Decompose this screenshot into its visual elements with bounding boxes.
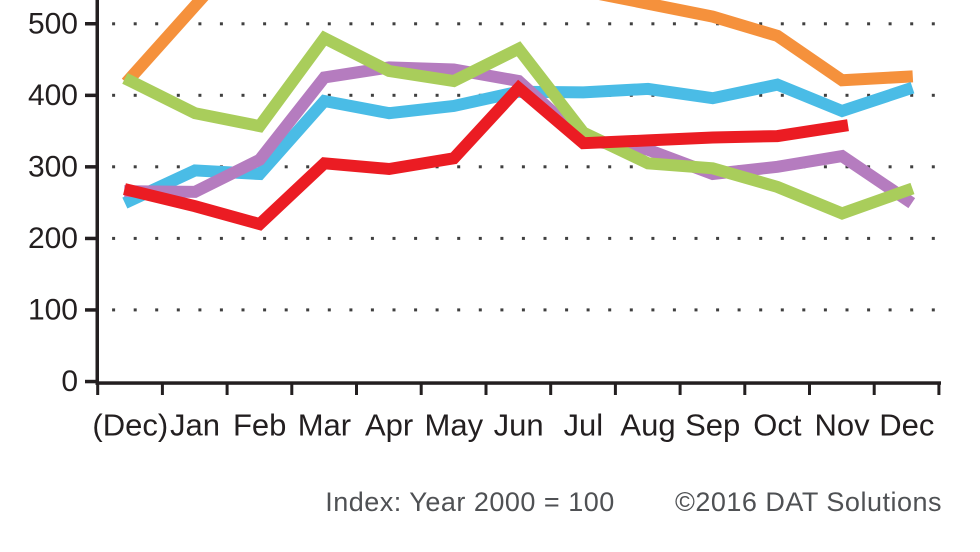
- x-tick: [872, 383, 876, 395]
- y-tick: [85, 22, 97, 26]
- x-tick: [225, 383, 229, 395]
- x-tick: [419, 383, 423, 395]
- x-tick-label: Jul: [563, 408, 603, 443]
- series-orange-line: [121, 0, 914, 87]
- x-tick-label: Apr: [365, 408, 413, 443]
- x-tick: [160, 383, 164, 395]
- y-tick-label: 0: [61, 365, 78, 398]
- y-tick: [85, 165, 97, 169]
- x-tick: [290, 383, 294, 395]
- x-axis: (Dec) Jan Feb Mar Apr May Jun Jul Aug Sep Oct Nov De…: [92, 381, 941, 443]
- series-red-line: [123, 79, 849, 231]
- y-tick-label: 200: [28, 222, 78, 255]
- x-tick-label: Jun: [494, 408, 544, 443]
- copyright-credit: ©2016 DAT Solutions: [674, 487, 942, 517]
- y-tick: [85, 379, 97, 384]
- index-footnote: Index: Year 2000 = 100: [325, 487, 615, 517]
- y-tick-label: 400: [28, 79, 78, 112]
- x-tick-label: Feb: [233, 408, 286, 443]
- x-tick: [355, 383, 358, 395]
- x-tick-label: (Dec): [92, 408, 168, 443]
- x-tick-label: Dec: [879, 408, 934, 443]
- y-tick: [85, 308, 97, 312]
- y-tick-label: 500: [28, 7, 78, 40]
- x-tick-label: Sep: [685, 408, 740, 443]
- x-tick-label: Mar: [298, 408, 351, 443]
- x-tick: [743, 383, 747, 395]
- x-tick-label: Nov: [815, 408, 871, 443]
- x-tick: [484, 383, 488, 395]
- y-tick-label: 100: [28, 293, 78, 326]
- y-tick: [85, 93, 97, 98]
- series-cyan-line: [122, 78, 915, 209]
- x-tick: [613, 383, 617, 395]
- y-axis: 0 100 200 300 400 500: [28, 0, 99, 398]
- series-green-line: [122, 30, 915, 220]
- y-tick: [85, 236, 97, 241]
- x-tick: [678, 383, 682, 395]
- x-tick-label: Oct: [753, 408, 802, 443]
- y-tick-label: 300: [28, 150, 78, 183]
- x-tick-label: Aug: [620, 408, 675, 443]
- x-tick: [937, 383, 941, 395]
- x-tick-label: May: [425, 408, 484, 443]
- x-tick-label: Jan: [170, 408, 220, 443]
- x-tick: [808, 383, 811, 395]
- x-tick: [549, 383, 553, 395]
- x-tick: [96, 383, 100, 395]
